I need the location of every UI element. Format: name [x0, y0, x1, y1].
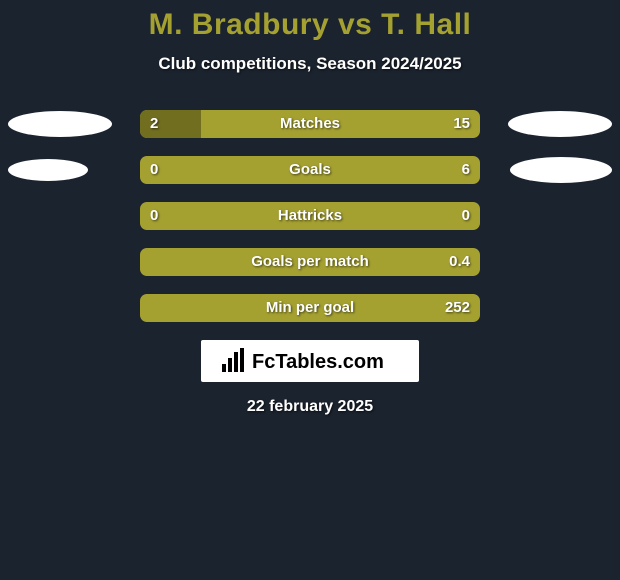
- player-right-logo: [510, 157, 612, 183]
- stat-row: Matches2 15: [0, 110, 620, 138]
- stat-bar: Min per goal252: [140, 294, 480, 322]
- stat-row: Min per goal252: [0, 294, 620, 322]
- stat-value-right: 0.4: [449, 248, 470, 276]
- subtitle: Club competitions, Season 2024/2025: [0, 54, 620, 74]
- stat-value-right: 15: [453, 110, 470, 138]
- stat-label: Hattricks: [140, 202, 480, 230]
- stat-label: Goals: [140, 156, 480, 184]
- logo-box: FcTables.com: [201, 340, 419, 382]
- stat-value-right: 0: [462, 202, 470, 230]
- stat-value-left: 0: [150, 156, 158, 184]
- player-right-logo: [508, 111, 612, 137]
- stat-row: Goals per match0.4: [0, 248, 620, 276]
- stat-label: Min per goal: [140, 294, 480, 322]
- logo-text: FcTables.com: [252, 351, 384, 373]
- stat-value-right: 6: [462, 156, 470, 184]
- stat-value-left: 2: [150, 110, 158, 138]
- date-text: 22 february 2025: [0, 398, 620, 416]
- stat-value-right: 252: [445, 294, 470, 322]
- comparison-card: M. Bradbury vs T. Hall Club competitions…: [0, 0, 620, 580]
- stat-bar: Hattricks0 0: [140, 202, 480, 230]
- stat-bar: Goals0 6: [140, 156, 480, 184]
- stat-row: Goals0 6: [0, 156, 620, 184]
- player-left-logo: [8, 111, 112, 137]
- fctables-logo-icon: FcTables.com: [220, 346, 400, 376]
- stat-bar: Goals per match0.4: [140, 248, 480, 276]
- stats-area: Matches215Goals06Hattricks00Goals per ma…: [0, 110, 620, 322]
- page-title: M. Bradbury vs T. Hall: [0, 8, 620, 42]
- stat-label: Matches: [140, 110, 480, 138]
- player-left-logo: [8, 159, 88, 181]
- stat-label: Goals per match: [140, 248, 480, 276]
- stat-value-left: 0: [150, 202, 158, 230]
- stat-bar: Matches2 15: [140, 110, 480, 138]
- stat-row: Hattricks0 0: [0, 202, 620, 230]
